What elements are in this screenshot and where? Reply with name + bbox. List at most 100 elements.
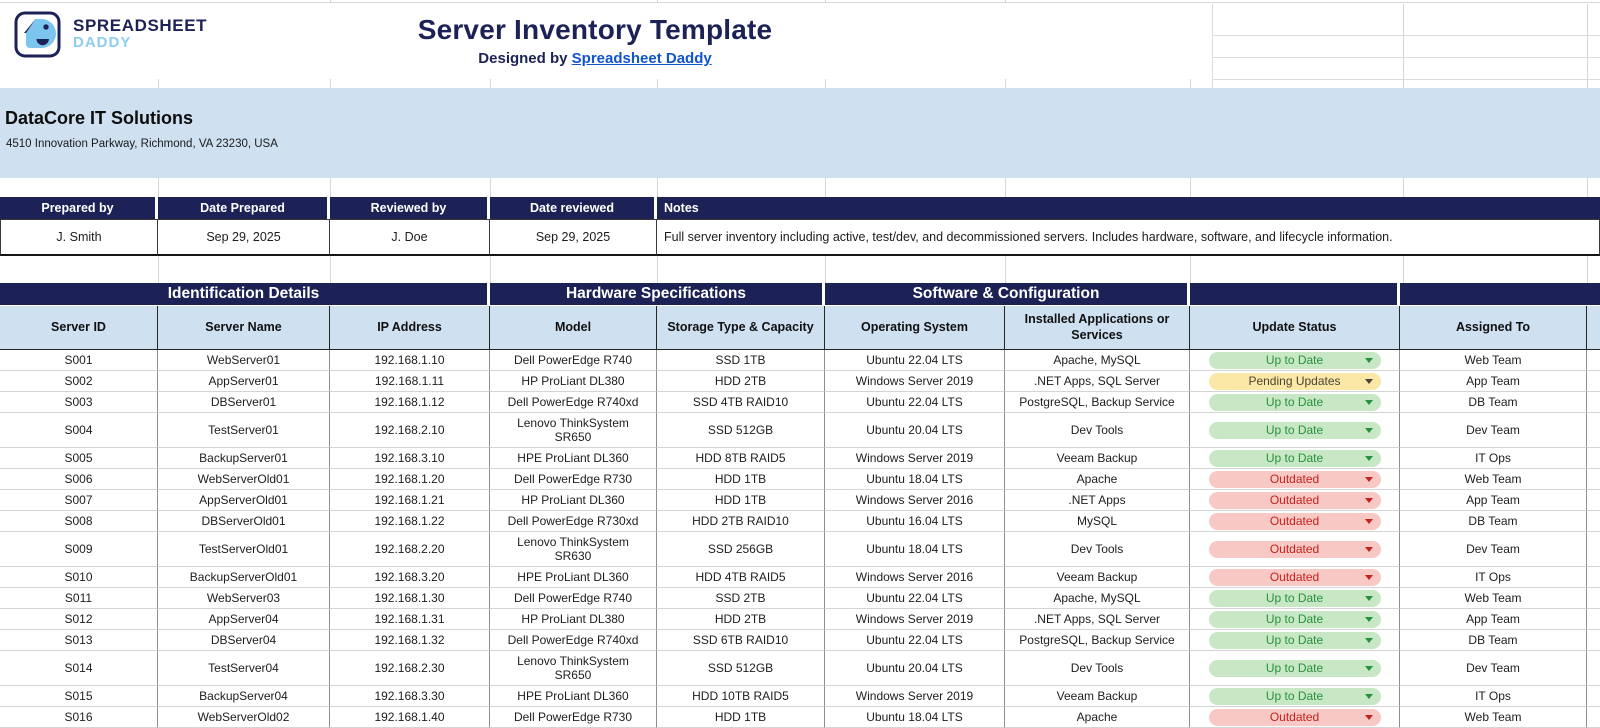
- cell-model: Dell PowerEdge R740xd: [490, 392, 657, 413]
- cell-model: Dell PowerEdge R730: [490, 469, 657, 490]
- cell-os: Ubuntu 20.04 LTS: [825, 413, 1005, 448]
- cell-ip: 192.168.1.20: [330, 469, 490, 490]
- update-status-dropdown[interactable]: Outdated: [1208, 491, 1381, 509]
- cell-blank: [1587, 609, 1600, 630]
- update-status-dropdown[interactable]: Outdated: [1208, 470, 1381, 488]
- cell-apps: Veeam Backup: [1005, 448, 1190, 469]
- dropdown-arrow-icon[interactable]: [1364, 427, 1373, 433]
- update-status-label: Outdated: [1269, 541, 1320, 556]
- update-status-dropdown[interactable]: Pending Updates: [1208, 372, 1381, 390]
- table-row: S009 TestServerOld01 192.168.2.20 Lenovo Th…: [0, 532, 1600, 567]
- gridline: [825, 178, 826, 197]
- cell-blank: [1587, 707, 1600, 728]
- dropdown-arrow-icon[interactable]: [1364, 476, 1373, 482]
- update-status-dropdown[interactable]: Up to Date: [1208, 589, 1381, 607]
- dropdown-arrow-icon[interactable]: [1364, 497, 1373, 503]
- cell-blank: [1587, 350, 1600, 371]
- table-row: S012 AppServer04 192.168.1.31 HP ProLiant D…: [0, 609, 1600, 630]
- dropdown-arrow-icon[interactable]: [1364, 378, 1373, 384]
- update-status-dropdown[interactable]: Outdated: [1208, 512, 1381, 530]
- cell-status: Outdated: [1190, 707, 1400, 728]
- cell-name: BackupServer01: [158, 448, 330, 469]
- update-status-label: Outdated: [1269, 471, 1320, 486]
- table-body: S001 WebServer01 192.168.1.10 Dell PowerEdg…: [0, 350, 1600, 728]
- dropdown-arrow-icon[interactable]: [1364, 637, 1373, 643]
- spreadsheet-daddy-link[interactable]: Spreadsheet Daddy: [571, 50, 712, 67]
- cell-os: Windows Server 2019: [825, 686, 1005, 707]
- company-address: 4510 Innovation Parkway, Richmond, VA 23…: [6, 138, 278, 150]
- gridline: [657, 79, 658, 88]
- gridline: [1005, 178, 1006, 197]
- gridline: [1403, 256, 1404, 283]
- cell-id: S013: [0, 630, 158, 651]
- update-status-dropdown[interactable]: Up to Date: [1208, 659, 1381, 677]
- gridline: [657, 178, 658, 197]
- table-row: S010 BackupServerOld01 192.168.3.20 HPE Pro…: [0, 567, 1600, 588]
- group-header-identification-details: Identification Details: [0, 283, 490, 306]
- brand-line-2: DADDY: [73, 33, 132, 51]
- meta-header-reviewed-by: Reviewed by: [330, 197, 490, 219]
- cell-blank: [1587, 588, 1600, 609]
- update-status-dropdown[interactable]: Up to Date: [1208, 687, 1381, 705]
- update-status-dropdown[interactable]: Outdated: [1208, 708, 1381, 726]
- table-row: S003 DBServer01 192.168.1.12 Dell PowerEdge…: [0, 392, 1600, 413]
- cell-os: Ubuntu 18.04 LTS: [825, 707, 1005, 728]
- top-gridline-row: [0, 0, 1600, 3]
- cell-ip: 192.168.3.10: [330, 448, 490, 469]
- cell-model: Dell PowerEdge R730: [490, 707, 657, 728]
- dropdown-arrow-icon[interactable]: [1364, 357, 1373, 363]
- table-row: S015 BackupServer04 192.168.3.30 HPE ProLia…: [0, 686, 1600, 707]
- dropdown-arrow-icon[interactable]: [1364, 665, 1373, 671]
- cell-ip: 192.168.2.10: [330, 413, 490, 448]
- cell-team: Dev Team: [1400, 651, 1587, 686]
- company-info-band: DataCore IT Solutions 4510 Innovation Pa…: [0, 88, 1600, 178]
- update-status-label: Pending Updates: [1248, 373, 1341, 388]
- col-header-operating-system: Operating System: [825, 306, 1005, 350]
- cell-os: Windows Server 2019: [825, 609, 1005, 630]
- update-status-dropdown[interactable]: Up to Date: [1208, 610, 1381, 628]
- update-status-dropdown[interactable]: Up to Date: [1208, 351, 1381, 369]
- cell-model: Lenovo ThinkSystem SR650: [490, 651, 657, 686]
- cell-storage: SSD 6TB RAID10: [657, 630, 825, 651]
- col-header-ip-address: IP Address: [330, 306, 490, 350]
- update-status-label: Outdated: [1269, 513, 1320, 528]
- dropdown-arrow-icon[interactable]: [1364, 399, 1373, 405]
- table-row: S002 AppServer01 192.168.1.11 HP ProLiant D…: [0, 371, 1600, 392]
- gridline: [1190, 256, 1191, 283]
- cell-apps: Apache: [1005, 469, 1190, 490]
- cell-model: Dell PowerEdge R740xd: [490, 630, 657, 651]
- template-header: SPREADSHEET DADDY Server Inventory Templ…: [0, 4, 1213, 88]
- cell-blank: [1587, 511, 1600, 532]
- company-name: DataCore IT Solutions: [5, 108, 194, 128]
- update-status-dropdown[interactable]: Up to Date: [1208, 631, 1381, 649]
- meta-header-prepared-by: Prepared by: [0, 197, 158, 219]
- meta-value-cell: Sep 29, 2025: [490, 219, 657, 256]
- col-header-storage-type-capacity: Storage Type & Capacity: [657, 306, 825, 350]
- dropdown-arrow-icon[interactable]: [1364, 455, 1373, 461]
- cell-storage: SSD 2TB: [657, 588, 825, 609]
- dropdown-arrow-icon[interactable]: [1364, 546, 1373, 552]
- update-status-dropdown[interactable]: Up to Date: [1208, 421, 1381, 439]
- update-status-dropdown[interactable]: Outdated: [1208, 568, 1381, 586]
- cell-model: Dell PowerEdge R730xd: [490, 511, 657, 532]
- dropdown-arrow-icon[interactable]: [1364, 714, 1373, 720]
- cell-status: Up to Date: [1190, 448, 1400, 469]
- cell-storage: HDD 10TB RAID5: [657, 686, 825, 707]
- cell-team: Web Team: [1400, 707, 1587, 728]
- update-status-dropdown[interactable]: Outdated: [1208, 540, 1381, 558]
- dropdown-arrow-icon[interactable]: [1364, 518, 1373, 524]
- cell-ip: 192.168.1.32: [330, 630, 490, 651]
- cell-storage: HDD 2TB RAID10: [657, 511, 825, 532]
- dropdown-arrow-icon[interactable]: [1364, 574, 1373, 580]
- update-status-dropdown[interactable]: Up to Date: [1208, 393, 1381, 411]
- dropdown-arrow-icon[interactable]: [1364, 616, 1373, 622]
- dropdown-arrow-icon[interactable]: [1364, 693, 1373, 699]
- cell-blank: [1587, 490, 1600, 511]
- cell-name: TestServer01: [158, 413, 330, 448]
- update-status-dropdown[interactable]: Up to Date: [1208, 449, 1381, 467]
- gridline: [825, 0, 826, 3]
- cell-id: S002: [0, 371, 158, 392]
- dropdown-arrow-icon[interactable]: [1364, 595, 1373, 601]
- gridline: [1213, 35, 1600, 36]
- cell-id: S014: [0, 651, 158, 686]
